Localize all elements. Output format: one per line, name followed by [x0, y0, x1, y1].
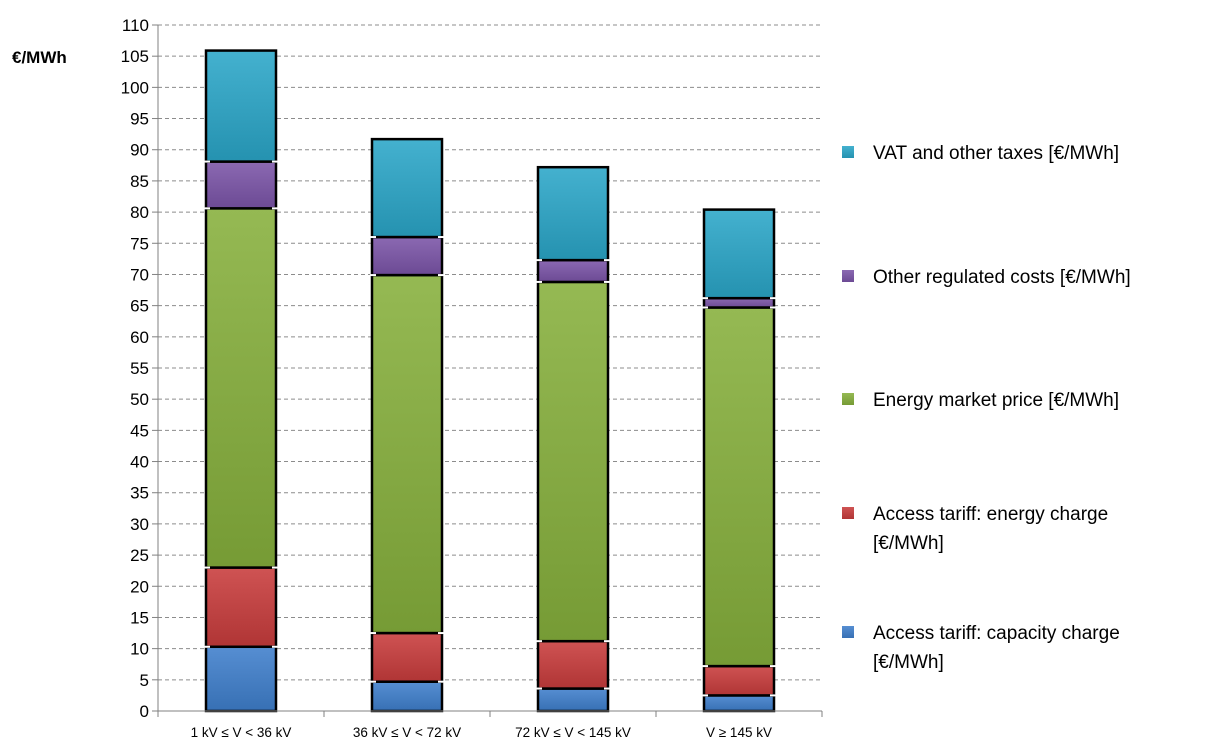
legend-swatch: [842, 393, 854, 405]
legend-item: Access tariff: energy charge [€/MWh]: [842, 504, 1108, 554]
y-tick-label: 25: [130, 546, 149, 565]
y-tick-label: 95: [130, 110, 149, 129]
x-tick-label: 36 kV ≤ V < 72 kV: [353, 725, 461, 740]
bar-segment: [702, 664, 776, 697]
bar-segment: [370, 235, 444, 277]
legend-label: Other regulated costs [€/MWh]: [873, 267, 1131, 288]
bar-segment: [370, 137, 444, 239]
y-tick-label: 65: [130, 297, 149, 316]
y-tick-label: 10: [130, 640, 149, 659]
legend-swatch: [842, 507, 854, 519]
legend-label: VAT and other taxes [€/MWh]: [873, 143, 1119, 164]
y-tick-label: 55: [130, 359, 149, 378]
y-tick-label: 110: [122, 16, 149, 35]
bar-segment: [702, 208, 776, 300]
y-tick-label: 90: [130, 141, 149, 160]
bar-segment: [370, 273, 444, 635]
bar-segment: [204, 49, 278, 163]
x-tick-label: 72 kV ≤ V < 145 kV: [515, 725, 631, 740]
bar-stack: [204, 49, 278, 713]
y-tick-label: 40: [130, 453, 149, 472]
bar-segment: [536, 165, 610, 262]
bar-stack: [536, 165, 610, 713]
y-tick-label: 45: [130, 421, 149, 440]
axes: [152, 24, 823, 717]
y-tick-label: 60: [130, 328, 149, 347]
bar-segment: [204, 566, 278, 649]
legend-item: Energy market price [€/MWh]: [842, 390, 1119, 411]
x-tick-label: V ≥ 145 kV: [706, 725, 772, 740]
y-tick-label: 75: [130, 234, 149, 253]
bars: [204, 49, 776, 713]
y-tick-label: 5: [140, 671, 149, 690]
bar-segment: [536, 280, 610, 643]
y-tick-label: 100: [121, 78, 149, 97]
legend-item: Other regulated costs [€/MWh]: [842, 267, 1131, 288]
bar-segment: [370, 680, 444, 713]
legend-swatch: [842, 270, 854, 282]
bar-segment: [536, 258, 610, 284]
legend-label: Access tariff: energy charge [€/MWh]: [873, 504, 1108, 554]
bar-segment: [370, 631, 444, 683]
bar-segment: [702, 306, 776, 668]
y-tick-labels: 0 5 10 15 20 25 30 35 40 45 50 55 60 65 70 75 80 85 90 95 10…: [121, 16, 149, 721]
y-tick-label: 15: [130, 608, 149, 627]
legend-item: Access tariff: capacity charge [€/MWh]: [842, 623, 1120, 673]
bar-segment: [204, 207, 278, 569]
y-tick-label: 30: [130, 515, 149, 534]
legend: VAT and other taxes [€/MWh] Other regulat…: [842, 143, 1131, 673]
bar-stack: [702, 208, 776, 713]
bar-segment: [702, 296, 776, 309]
bar-segment: [204, 160, 278, 210]
y-tick-label: 20: [130, 577, 149, 596]
legend-label: Energy market price [€/MWh]: [873, 390, 1119, 411]
x-tick-label: 1 kV ≤ V < 36 kV: [191, 725, 292, 740]
y-tick-label: 0: [140, 702, 149, 721]
y-tick-label: 35: [130, 484, 149, 503]
x-tick-labels: 1 kV ≤ V < 36 kV 36 kV ≤ V < 72 kV 72 kV ≤…: [191, 725, 772, 740]
y-tick-label: 85: [130, 172, 149, 191]
y-tick-label: 105: [121, 47, 149, 66]
bar-segment: [204, 645, 278, 713]
legend-item: VAT and other taxes [€/MWh]: [842, 143, 1119, 164]
y-tick-label: 70: [130, 265, 149, 284]
bar-segment: [536, 639, 610, 690]
legend-swatch: [842, 626, 854, 638]
y-tick-label: 50: [130, 390, 149, 409]
y-axis-label: €/MWh: [12, 48, 67, 67]
bar-stack: [370, 137, 444, 713]
bar-segment: [536, 687, 610, 713]
legend-swatch: [842, 146, 854, 158]
bar-segment: [702, 694, 776, 713]
y-tick-label: 80: [130, 203, 149, 222]
legend-label: Access tariff: capacity charge [€/MWh]: [873, 623, 1120, 673]
